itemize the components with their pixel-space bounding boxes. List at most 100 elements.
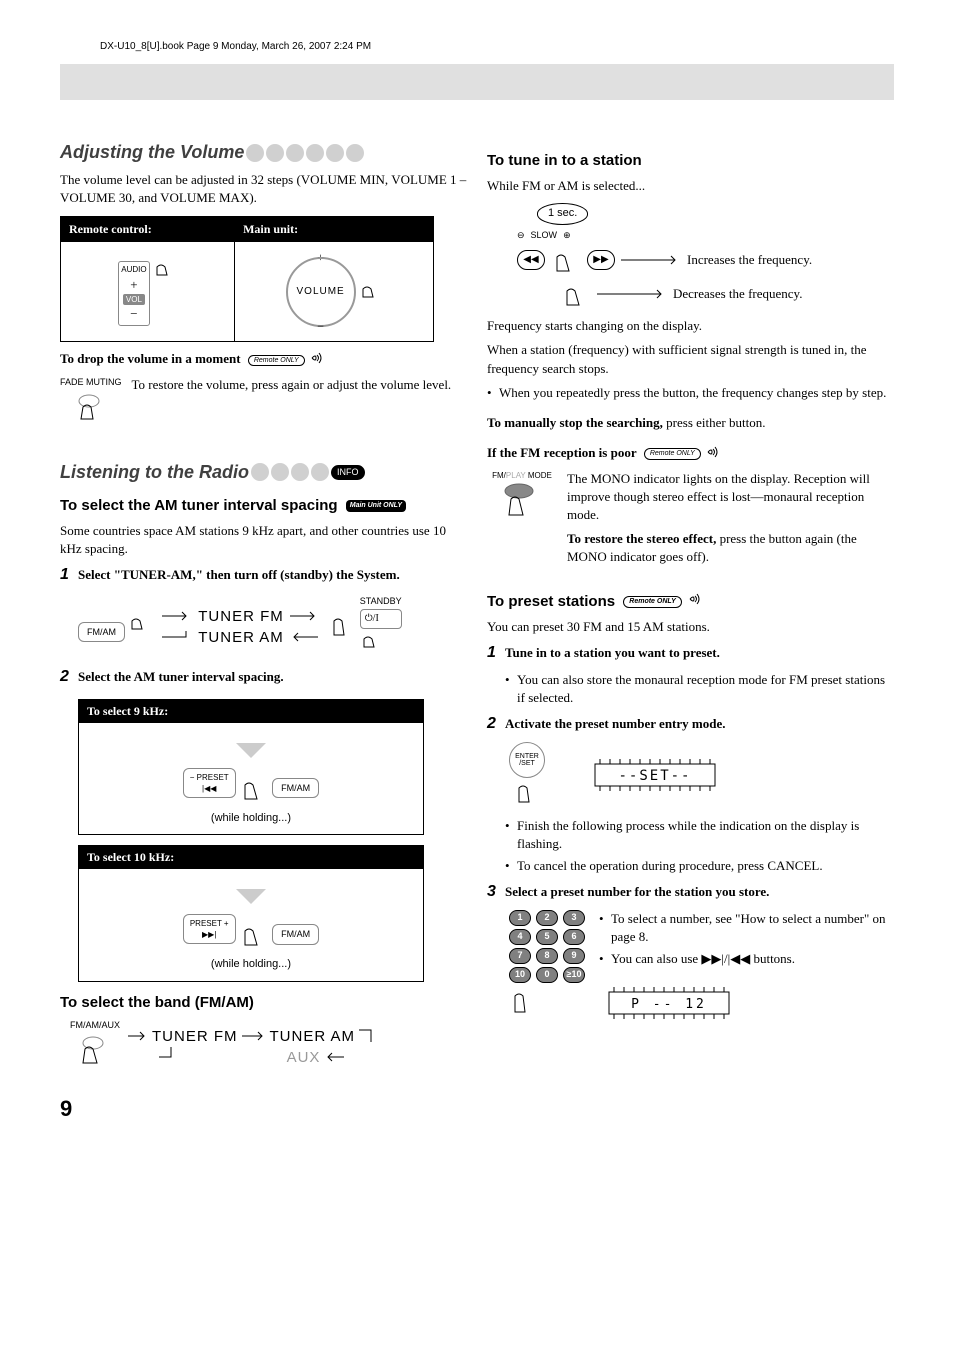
remote-only-badge: Remote ONLY xyxy=(248,355,305,367)
while-holding-text: (while holding...) xyxy=(89,811,413,826)
select-10khz-header: To select 10 kHz: xyxy=(79,846,423,869)
volume-dial: VOLUME xyxy=(286,257,356,327)
fmam-label: FM/AM xyxy=(78,622,125,643)
aux-display: AUX xyxy=(287,1047,321,1068)
tune-station-heading: To tune in to a station xyxy=(487,150,894,171)
preset-plus-label: PRESET + xyxy=(190,919,229,928)
fm-poor-text: If the FM reception is poor xyxy=(487,445,637,460)
remote-only-badge: Remote ONLY xyxy=(644,448,701,460)
am-spacing-intro: Some countries space AM stations 9 kHz a… xyxy=(60,522,467,558)
control-table: Remote control: Main unit: AUDIO + VOL −… xyxy=(60,216,434,343)
tune-diagram: 1 sec. ⊖ SLOW ⊕ ◀◀ ▶▶ Increases the freq… xyxy=(517,203,894,309)
pstep2-text: Activate the preset number entry mode. xyxy=(505,715,894,733)
increases-text: Increases the frequency. xyxy=(687,251,812,269)
fmam-aux-button-icon xyxy=(77,1033,113,1069)
main-unit-only-badge: Main Unit ONLY xyxy=(346,500,406,512)
remote-only-badge: Remote ONLY xyxy=(623,596,682,608)
hand-hold-icon xyxy=(239,919,269,949)
minus-icon: − xyxy=(317,318,324,335)
key-0: 0 xyxy=(536,967,558,983)
one-sec-badge: 1 sec. xyxy=(537,203,588,224)
bullet-icon: • xyxy=(505,857,517,875)
left-column: Adjusting the Volume The volume level ca… xyxy=(60,140,467,1125)
preset-minus-label: − PRESET xyxy=(190,773,229,782)
pstep1-text: Tune in to a station you want to preset. xyxy=(505,644,894,662)
remote-control-header: Remote control: xyxy=(61,216,235,242)
drop-volume-line: To drop the volume in a moment Remote ON… xyxy=(60,350,467,370)
corner-arrow-icon xyxy=(162,631,192,643)
down-triangle-icon xyxy=(236,743,266,758)
number-keypad: 1 2 3 4 5 6 7 8 9 10 0 ≥10 xyxy=(509,910,585,1021)
mono-para: The MONO indicator lights on the display… xyxy=(567,470,894,525)
preset-bullet2: • To cancel the operation during procedu… xyxy=(505,857,894,875)
step1-diagram: FM/AM TUNER FM TUNER AM STANDBY ⏻/I xyxy=(78,595,467,659)
step-number: 1 xyxy=(487,642,505,664)
hand-icon xyxy=(330,607,350,647)
dot-icon xyxy=(306,144,324,162)
volume-intro: The volume level can be adjusted in 32 s… xyxy=(60,171,467,207)
right-column: To tune in to a station While FM or AM i… xyxy=(487,140,894,1125)
step-number: 1 xyxy=(60,564,78,586)
step-number: 2 xyxy=(487,713,505,735)
sound-icon xyxy=(706,445,720,464)
standby-label: STANDBY xyxy=(360,595,402,608)
drop-volume-text: To drop the volume in a moment xyxy=(60,351,241,366)
dot-icon xyxy=(266,144,284,162)
dot-icon xyxy=(291,463,309,481)
plus-icon: + xyxy=(130,276,137,294)
fmam-button: FM/AM xyxy=(272,924,319,945)
while-holding-text: (while holding...) xyxy=(89,957,413,972)
tuner-fm-display: TUNER FM xyxy=(152,1026,238,1047)
listening-radio-heading: Listening to the Radio INFO xyxy=(60,460,467,485)
sound-icon xyxy=(688,591,702,612)
pstep-1: 1 Tune in to a station you want to prese… xyxy=(487,642,894,664)
svg-text:--SET--: --SET-- xyxy=(618,768,691,784)
restore-stereo-line: To restore the stereo effect, press the … xyxy=(567,530,894,566)
audio-label: AUDIO xyxy=(121,264,146,275)
hand-icon xyxy=(561,279,591,309)
hand-icon xyxy=(551,245,581,275)
pstep-3: 3 Select a preset number for the station… xyxy=(487,881,894,903)
select-10khz-box: To select 10 kHz: PRESET +▶▶| FM/AM (whi… xyxy=(78,845,424,981)
plus-icon: ⊕ xyxy=(563,229,571,242)
pstep1-bullet: • You can also store the monaural recept… xyxy=(505,671,894,707)
corner-down-icon xyxy=(359,1026,379,1046)
dot-icon xyxy=(271,463,289,481)
freq-stop-text: When a station (frequency) with sufficie… xyxy=(487,341,894,377)
svg-text:P -- 12: P -- 12 xyxy=(631,997,707,1012)
preset-bullet1: • Finish the following process while the… xyxy=(505,817,894,853)
gray-banner xyxy=(60,64,894,100)
info-badge: INFO xyxy=(331,465,365,480)
preset-plus-button: PRESET +▶▶| xyxy=(183,914,236,944)
key-4: 4 xyxy=(509,929,531,945)
play-gray: PLAY xyxy=(506,471,526,480)
page-number: 9 xyxy=(60,1094,467,1125)
preset-bullet1-text: Finish the following process while the i… xyxy=(517,817,894,853)
arrow-back-icon xyxy=(324,1051,348,1063)
manual-stop-line: To manually stop the searching, press ei… xyxy=(487,414,894,432)
howto-text: To select a number, see "How to select a… xyxy=(611,910,894,946)
main-unit-cell: + VOLUME − xyxy=(235,242,434,342)
lcd-p12-display: P -- 12 xyxy=(599,982,894,1027)
tuner-am-display: TUNER AM xyxy=(270,1026,356,1047)
bullet-icon: • xyxy=(505,817,517,853)
preset-intro: You can preset 30 FM and 15 AM stations. xyxy=(487,618,894,636)
decreases-text: Decreases the frequency. xyxy=(673,285,802,303)
slow-label: SLOW xyxy=(531,229,558,242)
adjusting-volume-heading: Adjusting the Volume xyxy=(60,140,467,165)
minus-icon: − xyxy=(130,305,137,323)
pstep-2: 2 Activate the preset number entry mode. xyxy=(487,713,894,735)
also-use-bullet: • You can also use ▶▶|/|◀◀ buttons. xyxy=(599,950,894,968)
minus-icon: ⊖ xyxy=(517,229,525,242)
down-triangle-icon xyxy=(236,889,266,904)
key-5: 5 xyxy=(536,929,558,945)
dot-icon xyxy=(326,144,344,162)
key-10: 10 xyxy=(509,967,531,983)
tune-intro: While FM or AM is selected... xyxy=(487,177,894,195)
band-cycle-diagram: FM/AM/AUX TUNER FM TUNER AM AUX xyxy=(70,1019,467,1075)
hand-press-icon xyxy=(360,629,384,653)
bullet-icon: • xyxy=(599,910,611,946)
select-am-interval-heading: To select the AM tuner interval spacing … xyxy=(60,495,467,516)
fmam-button: FM/AM xyxy=(78,611,152,643)
hand-turn-icon xyxy=(359,279,383,303)
